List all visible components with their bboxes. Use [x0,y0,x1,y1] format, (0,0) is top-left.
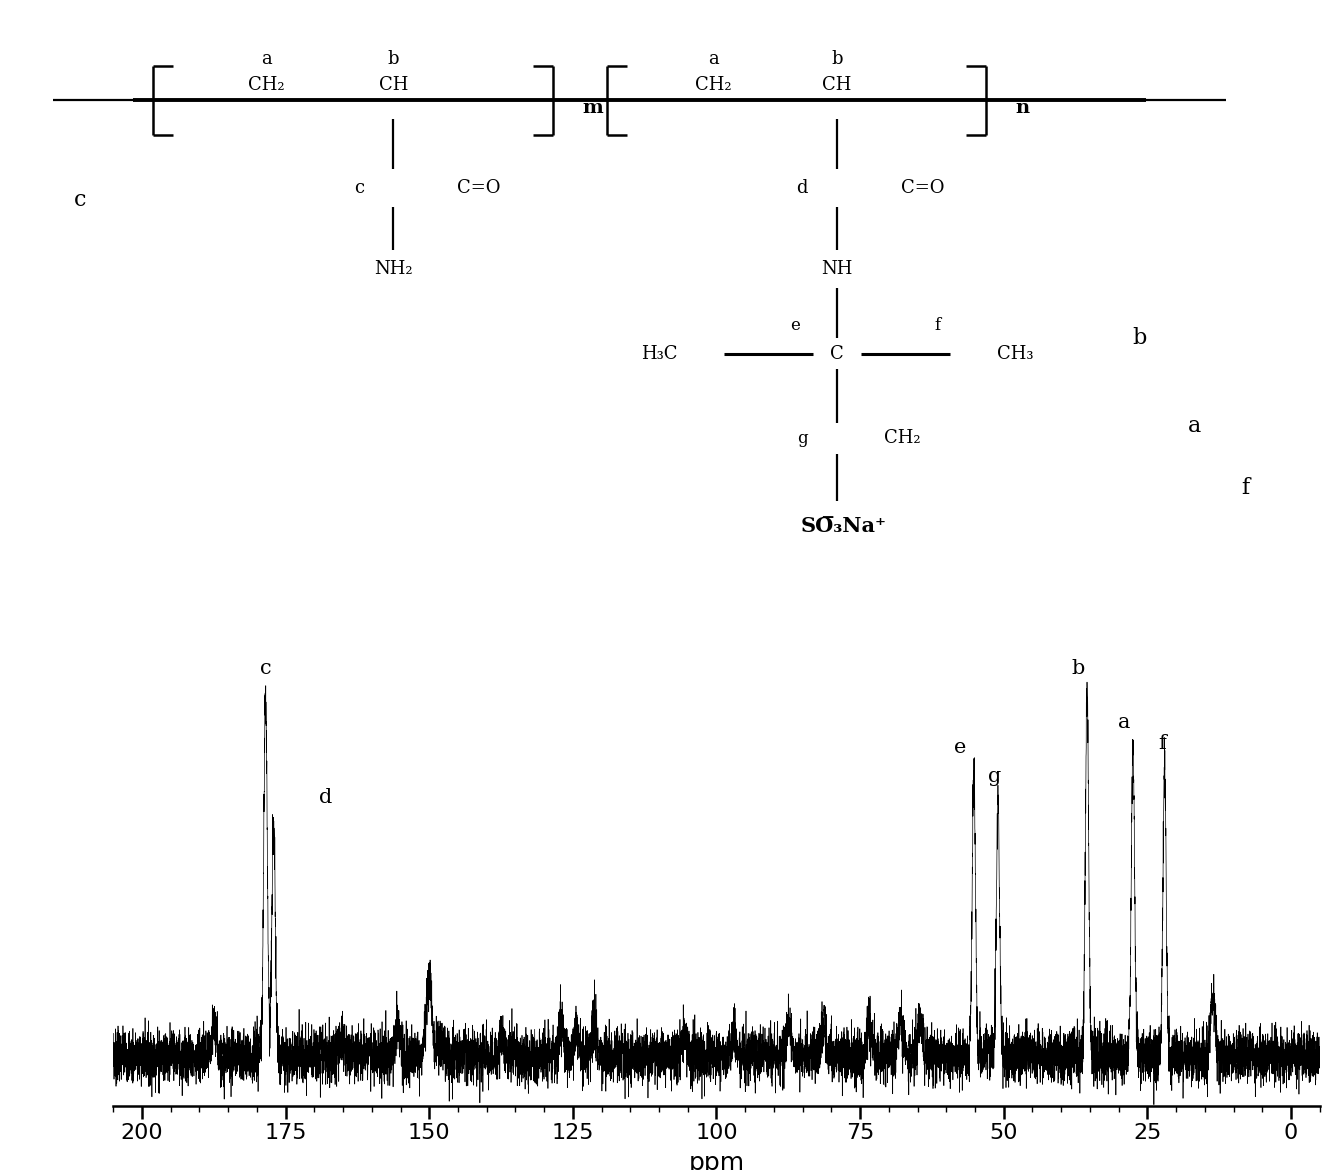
Text: CH₃: CH₃ [997,345,1033,363]
Text: f: f [1158,734,1165,753]
Text: a: a [1188,414,1201,436]
Text: b: b [388,50,399,69]
Text: d: d [796,179,808,197]
Text: f: f [1241,477,1249,500]
Text: e: e [790,317,800,333]
Text: b: b [1133,326,1146,349]
Text: SO̅₃Na⁺: SO̅₃Na⁺ [801,516,886,536]
Text: b: b [1072,659,1085,679]
Text: d: d [319,787,332,807]
Text: C: C [830,345,844,363]
Text: b: b [832,50,842,69]
Text: c: c [353,179,364,197]
Text: CH: CH [822,76,852,94]
Text: CH₂: CH₂ [884,429,920,447]
Text: c: c [73,190,87,212]
Text: CH₂: CH₂ [248,76,285,94]
Text: f: f [934,317,940,333]
Text: g: g [989,768,1001,786]
Text: g: g [797,429,808,447]
Text: C=O: C=O [457,179,501,197]
Text: n: n [1016,98,1030,117]
Text: NH: NH [821,260,853,278]
Text: c: c [260,659,272,679]
Text: H₃C: H₃C [641,345,677,363]
Text: e: e [954,738,966,757]
Text: a: a [708,50,718,69]
X-axis label: ppm: ppm [688,1151,745,1170]
Text: CH: CH [379,76,408,94]
Text: C=O: C=O [901,179,945,197]
Text: CH₂: CH₂ [694,76,732,94]
Text: NH₂: NH₂ [375,260,412,278]
Text: m: m [583,98,604,117]
Text: a: a [1118,714,1130,732]
Text: a: a [261,50,272,69]
